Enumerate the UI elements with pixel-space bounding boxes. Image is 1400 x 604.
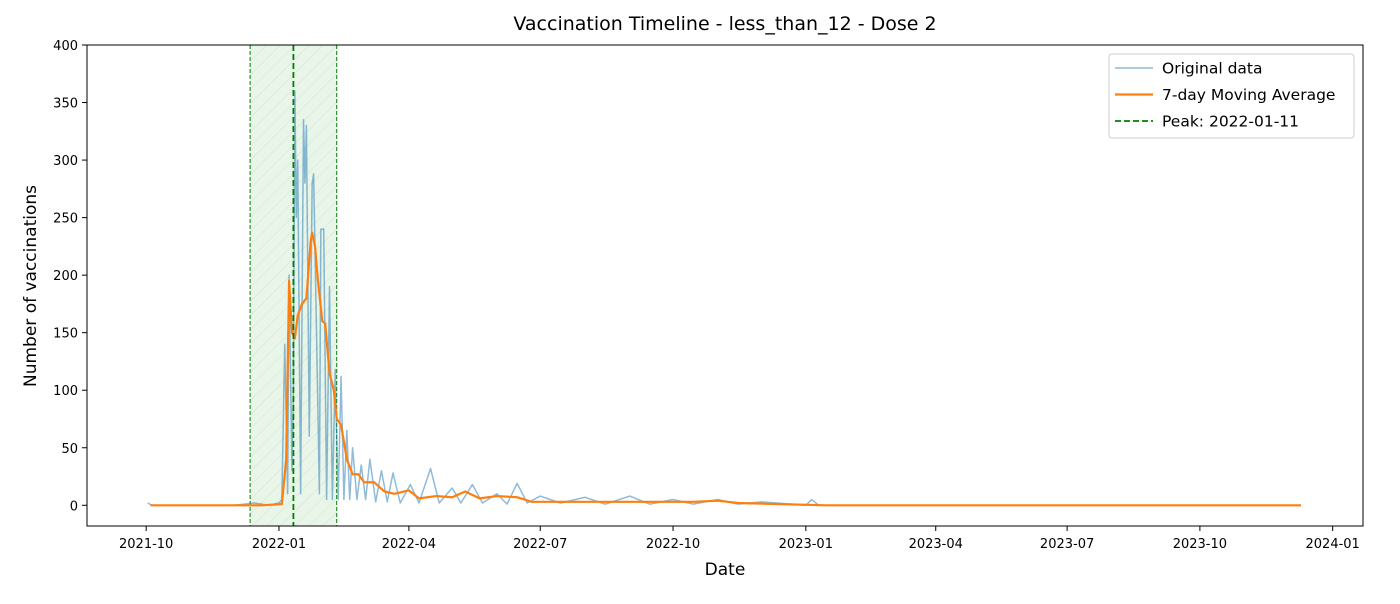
chart-title: Vaccination Timeline - less_than_12 - Do… [513, 13, 936, 35]
x-tick-label: 2023-04 [909, 537, 963, 552]
y-tick-label: 300 [53, 154, 78, 169]
y-axis-label: Number of vaccinations [21, 185, 41, 387]
x-tick-label: 2023-10 [1173, 537, 1227, 552]
y-tick-label: 200 [53, 269, 78, 284]
x-tick-label: 2021-10 [119, 537, 173, 552]
y-tick-label: 150 [53, 327, 78, 342]
legend-label: Peak: 2022-01-11 [1162, 113, 1299, 131]
x-tick-label: 2023-01 [779, 537, 833, 552]
x-tick-label: 2022-04 [382, 537, 436, 552]
y-tick-label: 0 [70, 499, 78, 514]
y-tick-label: 50 [61, 442, 78, 457]
x-tick-label: 2022-10 [646, 537, 700, 552]
y-tick-label: 250 [53, 212, 78, 227]
x-tick-label: 2022-01 [252, 537, 306, 552]
y-tick-label: 100 [53, 384, 78, 399]
x-axis-label: Date [705, 560, 746, 580]
series-line [150, 231, 1301, 507]
legend-box [1108, 53, 1355, 139]
y-tick-label: 350 [53, 97, 78, 112]
x-tick-label: 2022-07 [513, 537, 567, 552]
plot-frame [86, 44, 1364, 527]
x-tick-label: 2024-01 [1306, 537, 1360, 552]
legend-label: Original data [1162, 60, 1263, 78]
y-tick-label: 400 [53, 39, 78, 54]
legend-label: 7-day Moving Average [1162, 86, 1335, 104]
x-tick-label: 2023-07 [1040, 537, 1094, 552]
